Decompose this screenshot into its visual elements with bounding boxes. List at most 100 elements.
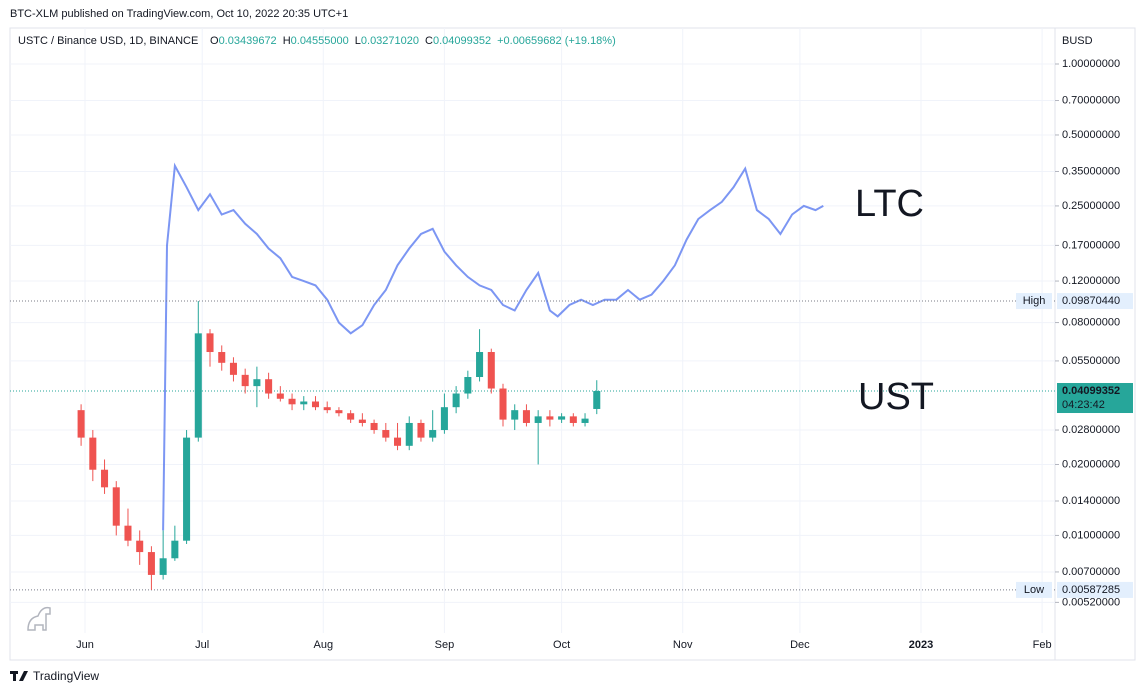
- x-tick-label: Sep: [435, 639, 455, 651]
- candle-body: [171, 540, 179, 559]
- candle-body: [218, 352, 226, 363]
- y-tick-label: 0.01400000: [1062, 495, 1120, 507]
- marker-label: High: [1023, 295, 1046, 307]
- ohlc-value: 0.03271020: [361, 35, 419, 47]
- ohlc-value: 0.03439672: [219, 35, 277, 47]
- candle-body: [323, 407, 331, 411]
- marker-label: Low: [1024, 584, 1044, 596]
- candle-body: [300, 401, 308, 405]
- y-tick-label: 0.25000000: [1062, 200, 1120, 212]
- candle-body: [253, 379, 261, 387]
- y-tick-label: 0.08000000: [1062, 316, 1120, 328]
- y-tick-label: 0.02000000: [1062, 458, 1120, 470]
- candle-body: [276, 393, 284, 399]
- marker-label-bg: [1016, 293, 1052, 310]
- x-tick-label: Oct: [553, 639, 570, 651]
- ohlc-label: H: [283, 35, 291, 47]
- candle-body: [112, 487, 120, 526]
- published-note: BTC-XLM published on TradingView.com, Oc…: [10, 8, 348, 20]
- candle-body: [370, 422, 378, 431]
- candle-body: [206, 333, 214, 353]
- candle-body: [511, 410, 519, 420]
- x-tick-label: Nov: [673, 639, 693, 651]
- x-tick-label: 2023: [909, 639, 933, 651]
- y-tick-label: 0.00520000: [1062, 596, 1120, 608]
- y-tick-label: 0.50000000: [1062, 129, 1120, 141]
- x-tick-label: Feb: [1033, 639, 1052, 651]
- candle-body: [405, 422, 413, 446]
- annotation: LTC: [855, 183, 924, 225]
- candle-body: [311, 401, 320, 408]
- y-tick-label: 0.05500000: [1062, 355, 1120, 367]
- candle-body: [288, 398, 296, 405]
- candle-body: [593, 391, 601, 409]
- candle-body: [581, 418, 589, 423]
- ohlc-label: C: [425, 35, 433, 47]
- ohlc-label: O: [210, 35, 219, 47]
- candle-body: [487, 352, 495, 389]
- candle-body: [522, 410, 530, 423]
- candle-body: [546, 416, 554, 420]
- y-tick-label: 0.17000000: [1062, 239, 1120, 251]
- candle-body: [147, 552, 155, 575]
- candle-body: [89, 437, 97, 470]
- ohlc-value: 0.04099352: [433, 35, 491, 47]
- last-price-box: [1057, 383, 1133, 414]
- candle-body: [464, 377, 472, 394]
- candle-body: [183, 437, 191, 541]
- candle-body: [382, 430, 390, 438]
- candle-body: [194, 333, 202, 438]
- marker-value-bg: [1057, 581, 1133, 598]
- candle-body: [558, 416, 566, 420]
- candle-body: [534, 416, 542, 423]
- y-tick-label: 0.35000000: [1062, 165, 1120, 177]
- candle-body: [440, 407, 448, 431]
- candle-body: [229, 362, 237, 375]
- candle-body: [136, 540, 144, 553]
- marker-value: 0.00587285: [1062, 584, 1120, 596]
- frame: [9, 27, 1136, 661]
- candle-body: [77, 410, 85, 438]
- brand: TradingView: [33, 669, 99, 683]
- y-tick-label: 0.02800000: [1062, 424, 1120, 436]
- y-tick-label: 0.12000000: [1062, 275, 1120, 287]
- y-tick-label: 0.01000000: [1062, 529, 1120, 541]
- candle-body: [452, 393, 460, 408]
- candle-body: [499, 388, 507, 420]
- annotation: UST: [858, 376, 934, 418]
- candle-body: [394, 437, 402, 446]
- candle-body: [241, 374, 249, 387]
- candle-body: [417, 422, 425, 438]
- candle-body: [476, 352, 484, 378]
- ohlc-value: 0.04555000: [291, 35, 349, 47]
- brand-logo: [10, 671, 28, 681]
- marker-value: 0.09870440: [1062, 295, 1120, 307]
- candle-body: [159, 558, 167, 575]
- candle-body: [569, 416, 577, 423]
- candle-body: [358, 419, 366, 423]
- x-tick-label: Jul: [195, 639, 209, 651]
- x-tick-label: Aug: [314, 639, 334, 651]
- marker-value-bg: [1057, 293, 1133, 310]
- y-tick-label: 1.00000000: [1062, 58, 1120, 70]
- change: +0.00659682 (+19.18%): [497, 35, 616, 47]
- last-price: 0.04099352: [1062, 385, 1120, 397]
- candle-body: [335, 410, 343, 414]
- candle-body: [124, 525, 132, 541]
- candle-body: [101, 469, 109, 488]
- ohlc-header: O0.03439672 H0.04555000 L0.03271020 C0.0409…: [210, 35, 616, 47]
- overlay-line: [162, 162, 824, 531]
- marker-label-bg: [1016, 581, 1052, 598]
- y-tick-label: 0.00700000: [1062, 566, 1120, 578]
- dino-icon: [27, 606, 51, 631]
- candle-body: [429, 430, 437, 438]
- currency: BUSD: [1062, 35, 1093, 47]
- countdown: 04:23:42: [1062, 399, 1105, 411]
- symbol: USTC / Binance USD, 1D, BINANCE: [18, 35, 198, 47]
- x-tick-label: Dec: [790, 639, 810, 651]
- candle-body: [265, 379, 273, 394]
- candle-body: [347, 413, 355, 420]
- ohlc-label: L: [355, 35, 361, 47]
